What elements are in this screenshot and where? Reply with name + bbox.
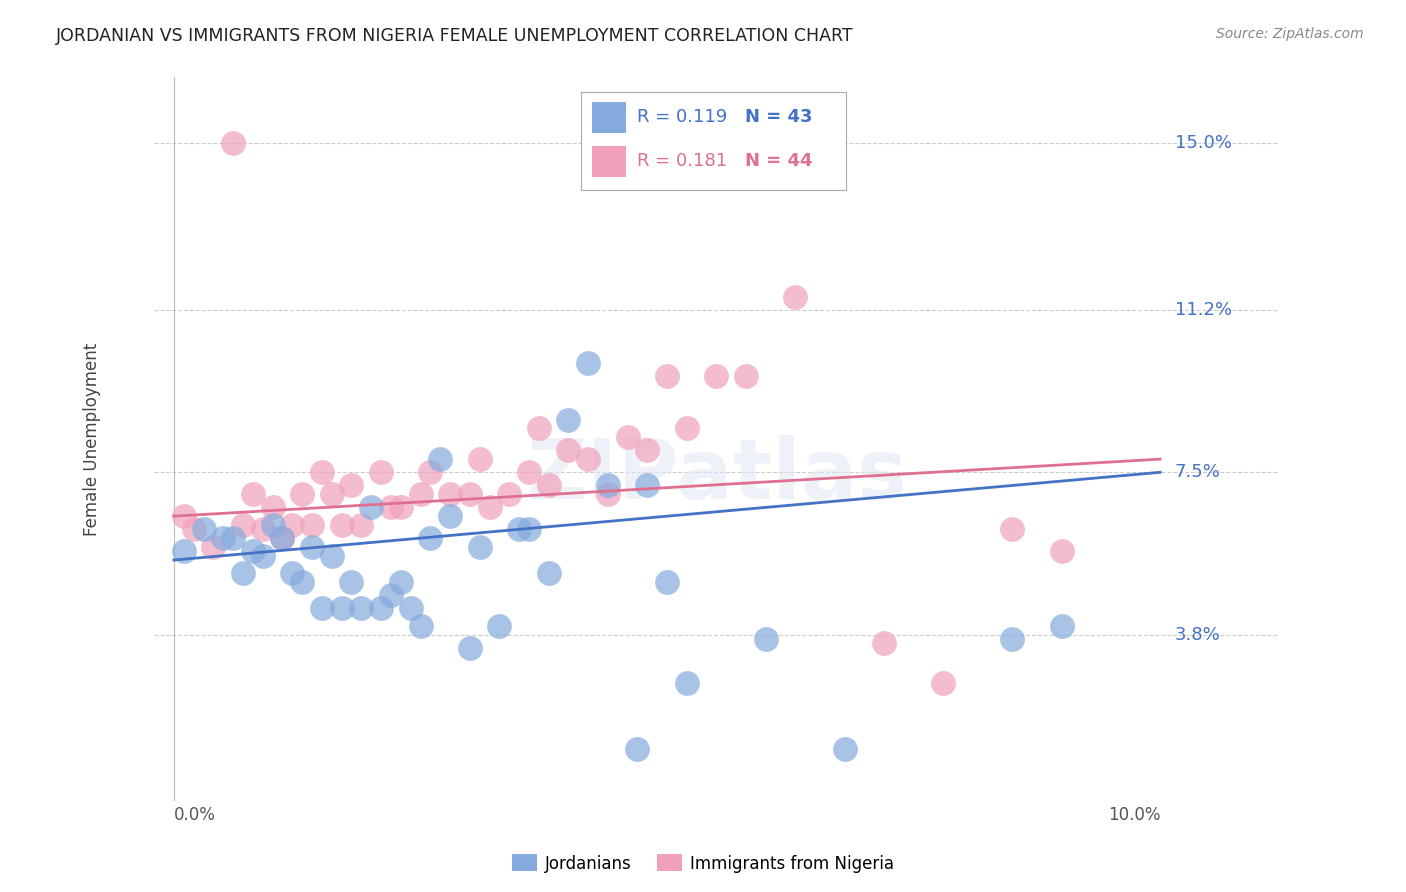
Point — [498, 487, 520, 501]
Point — [616, 430, 638, 444]
Text: Source: ZipAtlas.com: Source: ZipAtlas.com — [1216, 27, 1364, 41]
Point — [1050, 544, 1073, 558]
Point — [626, 741, 648, 756]
Point — [389, 500, 412, 515]
Point — [291, 487, 314, 501]
Point — [271, 531, 294, 545]
Point — [252, 549, 274, 563]
Point — [439, 487, 461, 501]
Point — [557, 412, 579, 426]
Point — [537, 478, 560, 492]
Point — [380, 500, 402, 515]
Point — [380, 588, 402, 602]
Legend: Jordanians, Immigrants from Nigeria: Jordanians, Immigrants from Nigeria — [505, 847, 901, 880]
Point — [706, 368, 728, 383]
Point — [389, 574, 412, 589]
Point — [419, 465, 441, 479]
Point — [468, 540, 491, 554]
Point — [291, 574, 314, 589]
Point — [252, 522, 274, 536]
Point — [735, 368, 758, 383]
Point — [655, 574, 678, 589]
Point — [1001, 632, 1024, 646]
Text: 10.0%: 10.0% — [1108, 805, 1160, 823]
Text: 0.0%: 0.0% — [174, 805, 217, 823]
Point — [222, 531, 245, 545]
Point — [429, 452, 451, 467]
Text: ZIPatlas: ZIPatlas — [526, 435, 907, 516]
Point — [873, 636, 896, 650]
Text: 3.8%: 3.8% — [1175, 625, 1220, 644]
Point — [360, 500, 382, 515]
Point — [508, 522, 530, 536]
Text: 7.5%: 7.5% — [1175, 463, 1220, 482]
Point — [202, 540, 225, 554]
Point — [340, 574, 363, 589]
Point — [409, 619, 432, 633]
Point — [1050, 619, 1073, 633]
Point — [281, 566, 304, 581]
Point — [636, 478, 658, 492]
Point — [232, 518, 254, 533]
Text: 15.0%: 15.0% — [1175, 135, 1232, 153]
Point — [636, 443, 658, 458]
Point — [262, 500, 284, 515]
Point — [271, 531, 294, 545]
Point — [655, 368, 678, 383]
Text: 11.2%: 11.2% — [1175, 301, 1232, 319]
Point — [527, 421, 550, 435]
Point — [755, 632, 778, 646]
Point — [340, 478, 363, 492]
Point — [675, 676, 697, 690]
Point — [458, 487, 481, 501]
Point — [173, 544, 195, 558]
Point — [557, 443, 579, 458]
Point — [242, 544, 264, 558]
Point — [222, 136, 245, 151]
Text: Female Unemployment: Female Unemployment — [83, 343, 101, 536]
Text: JORDANIAN VS IMMIGRANTS FROM NIGERIA FEMALE UNEMPLOYMENT CORRELATION CHART: JORDANIAN VS IMMIGRANTS FROM NIGERIA FEM… — [56, 27, 853, 45]
Point — [596, 478, 619, 492]
Point — [1001, 522, 1024, 536]
Point — [281, 518, 304, 533]
Point — [301, 518, 323, 533]
Point — [370, 601, 392, 615]
Point — [370, 465, 392, 479]
Point — [932, 676, 955, 690]
Point — [409, 487, 432, 501]
Point — [399, 601, 422, 615]
Point — [350, 518, 373, 533]
Point — [183, 522, 205, 536]
Point — [212, 531, 235, 545]
Point — [330, 518, 353, 533]
Point — [517, 465, 540, 479]
Point — [576, 356, 599, 370]
Point — [262, 518, 284, 533]
Point — [478, 500, 501, 515]
Point — [242, 487, 264, 501]
Point — [301, 540, 323, 554]
Point — [517, 522, 540, 536]
Point — [311, 465, 333, 479]
Point — [193, 522, 215, 536]
Point — [458, 640, 481, 655]
Point — [173, 509, 195, 524]
Point — [488, 619, 510, 633]
Point — [785, 290, 807, 304]
Point — [350, 601, 373, 615]
Point — [537, 566, 560, 581]
Point — [596, 487, 619, 501]
Point — [576, 452, 599, 467]
Point — [439, 509, 461, 524]
Point — [419, 531, 441, 545]
Point — [675, 421, 697, 435]
Point — [330, 601, 353, 615]
Point — [834, 741, 856, 756]
Point — [321, 549, 343, 563]
Point — [311, 601, 333, 615]
Point — [468, 452, 491, 467]
Point — [232, 566, 254, 581]
Point — [321, 487, 343, 501]
